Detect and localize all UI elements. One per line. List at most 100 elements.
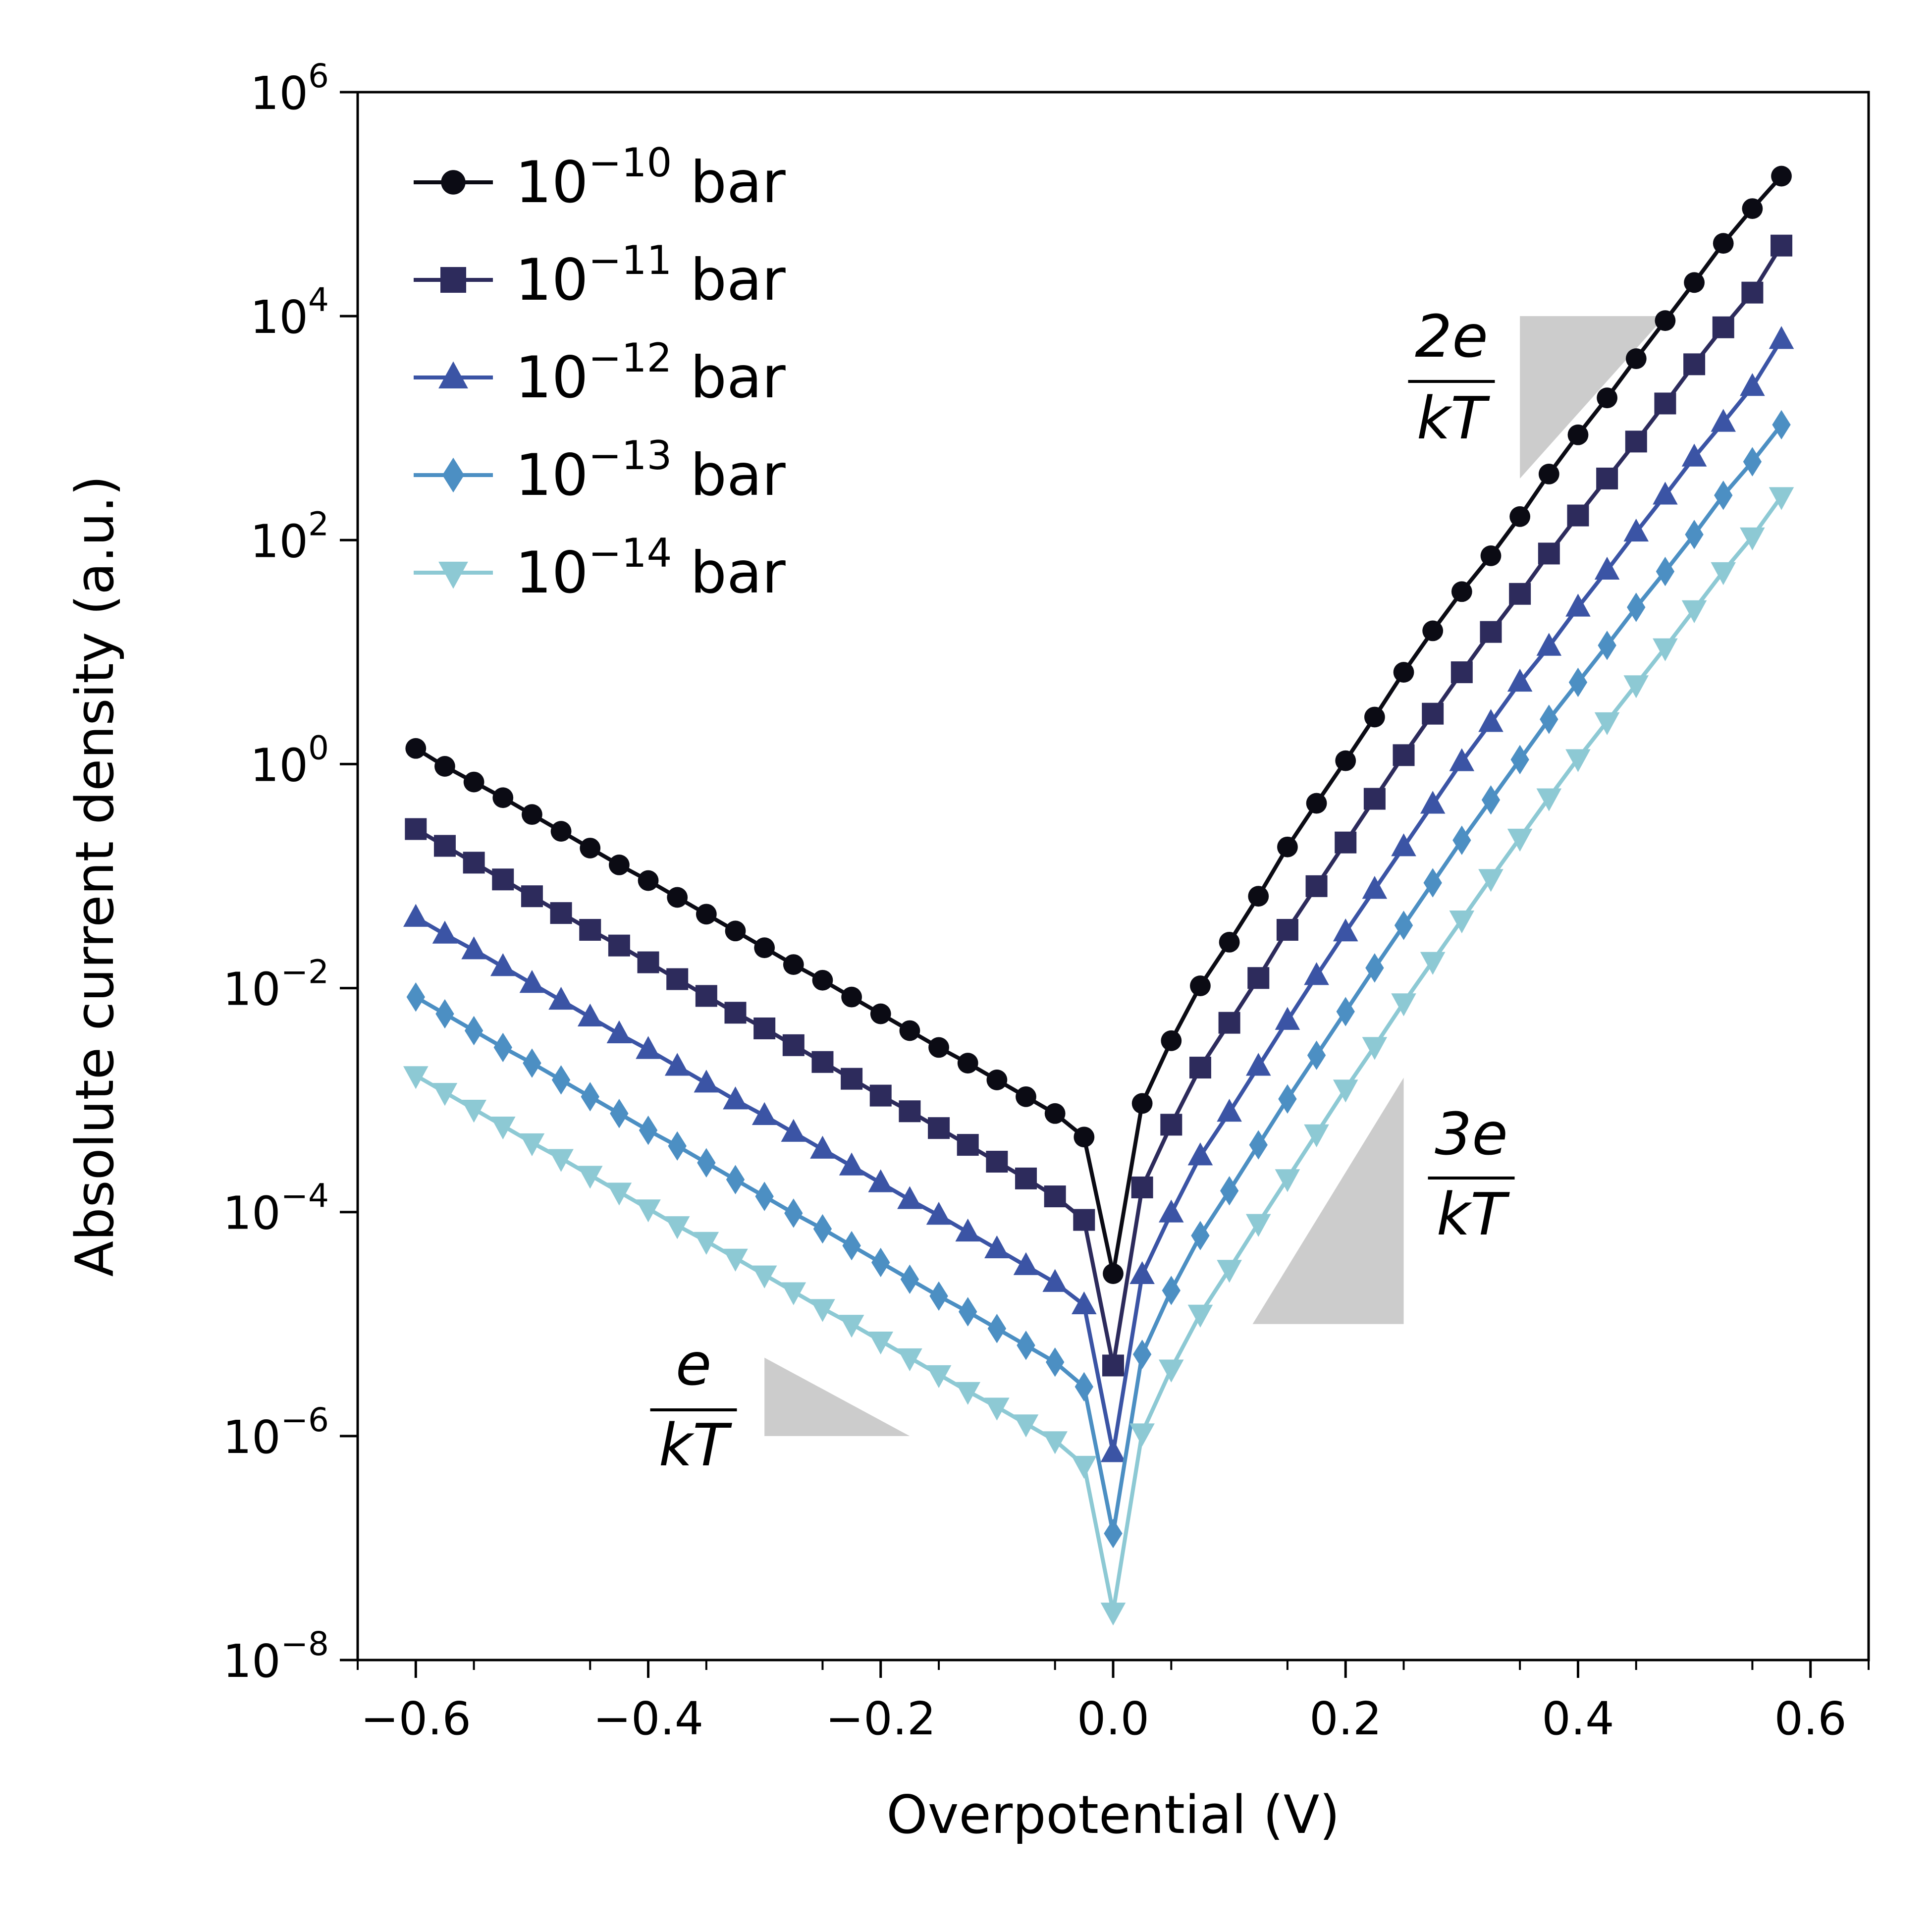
y-axis-label: Absolute current density (a.u.) [64, 476, 125, 1277]
data-point [782, 1034, 805, 1056]
data-point [1713, 233, 1734, 254]
data-point [1013, 1414, 1039, 1438]
data-point [664, 1216, 690, 1239]
slope-numerator: 2e [1415, 302, 1488, 371]
data-point [405, 818, 427, 840]
data-point [1623, 675, 1649, 698]
data-point [1364, 706, 1385, 728]
data-point [1362, 1037, 1388, 1060]
data-point [441, 170, 466, 195]
data-point [461, 936, 486, 960]
data-point [1449, 910, 1475, 934]
data-point [1045, 1347, 1065, 1377]
data-point [751, 1265, 777, 1288]
data-point [1420, 952, 1446, 975]
data-point [550, 821, 572, 842]
data-point [492, 868, 514, 891]
data-point [1275, 1007, 1300, 1030]
data-point [434, 756, 455, 777]
y-tick-label: 10−8 [223, 1625, 329, 1688]
data-point [899, 1100, 921, 1123]
data-point [1013, 1252, 1039, 1275]
data-point [695, 985, 717, 1007]
data-point [637, 951, 659, 973]
data-point [1481, 785, 1501, 815]
data-point [550, 902, 572, 924]
data-point [1131, 1093, 1153, 1114]
data-point [433, 835, 456, 857]
data-point [841, 986, 862, 1008]
data-point [636, 1199, 661, 1223]
data-point [897, 1348, 922, 1372]
annotation-layer: 2e kT 3e kT e kT [650, 302, 1665, 1479]
data-point [1189, 1057, 1211, 1079]
data-point [871, 1247, 890, 1278]
data-point [1335, 750, 1356, 771]
legend-label: 10−14 bar [515, 530, 786, 606]
data-point [403, 1066, 429, 1089]
data-point [577, 1003, 603, 1027]
data-point [1103, 1263, 1124, 1284]
series-line [415, 423, 1783, 1536]
data-point [1305, 875, 1328, 897]
data-point [580, 838, 601, 859]
data-point [1450, 661, 1473, 684]
data-point [1452, 825, 1471, 855]
series-3 [403, 326, 1794, 1462]
data-point [868, 1169, 894, 1192]
data-point [781, 1119, 806, 1142]
data-point [751, 1102, 777, 1125]
data-point [868, 1331, 894, 1355]
data-point [1741, 281, 1764, 304]
data-point [1597, 387, 1618, 409]
data-point [1627, 592, 1646, 622]
data-point [1740, 373, 1765, 396]
data-point [1712, 316, 1734, 338]
x-tick-label: 0.2 [1309, 1692, 1382, 1745]
data-point [1536, 633, 1562, 656]
data-point [438, 561, 468, 589]
data-point [1478, 869, 1503, 892]
data-point [1655, 310, 1676, 331]
data-point [1394, 911, 1413, 940]
data-point [1538, 464, 1559, 484]
data-point [1072, 1455, 1097, 1479]
data-point [606, 1020, 632, 1043]
data-point [432, 920, 458, 944]
data-point [897, 1186, 922, 1209]
data-point [984, 1397, 1010, 1421]
series-layer [403, 165, 1794, 1626]
data-point [403, 904, 429, 927]
data-point [1277, 836, 1298, 858]
data-point [1742, 198, 1763, 219]
data-point [1536, 788, 1562, 811]
data-point [1596, 467, 1618, 489]
y-tick-label: 102 [250, 505, 329, 568]
data-point [1685, 520, 1704, 549]
data-point [1129, 1423, 1155, 1447]
data-point [1509, 506, 1531, 527]
data-point [842, 1231, 861, 1261]
data-point [1656, 556, 1675, 587]
data-point [784, 1198, 803, 1228]
data-point [1681, 600, 1707, 623]
data-point [1684, 272, 1705, 293]
data-point [463, 771, 484, 793]
x-tick-label: −0.2 [825, 1692, 936, 1745]
data-point [1363, 788, 1386, 810]
slope-denominator: kT [1437, 1180, 1510, 1248]
data-point [522, 804, 542, 825]
data-point [1307, 1040, 1326, 1070]
data-point [1365, 953, 1384, 983]
data-point [1769, 487, 1794, 510]
data-point [1073, 1127, 1095, 1148]
data-point [464, 1016, 483, 1046]
data-point [1042, 1431, 1068, 1454]
data-point [666, 968, 689, 990]
series-1 [405, 165, 1792, 1284]
data-point [1393, 662, 1414, 683]
data-point [639, 1115, 658, 1145]
slope-denominator: kT [659, 1411, 732, 1479]
data-point [1129, 1261, 1155, 1285]
data-point [723, 1086, 748, 1110]
